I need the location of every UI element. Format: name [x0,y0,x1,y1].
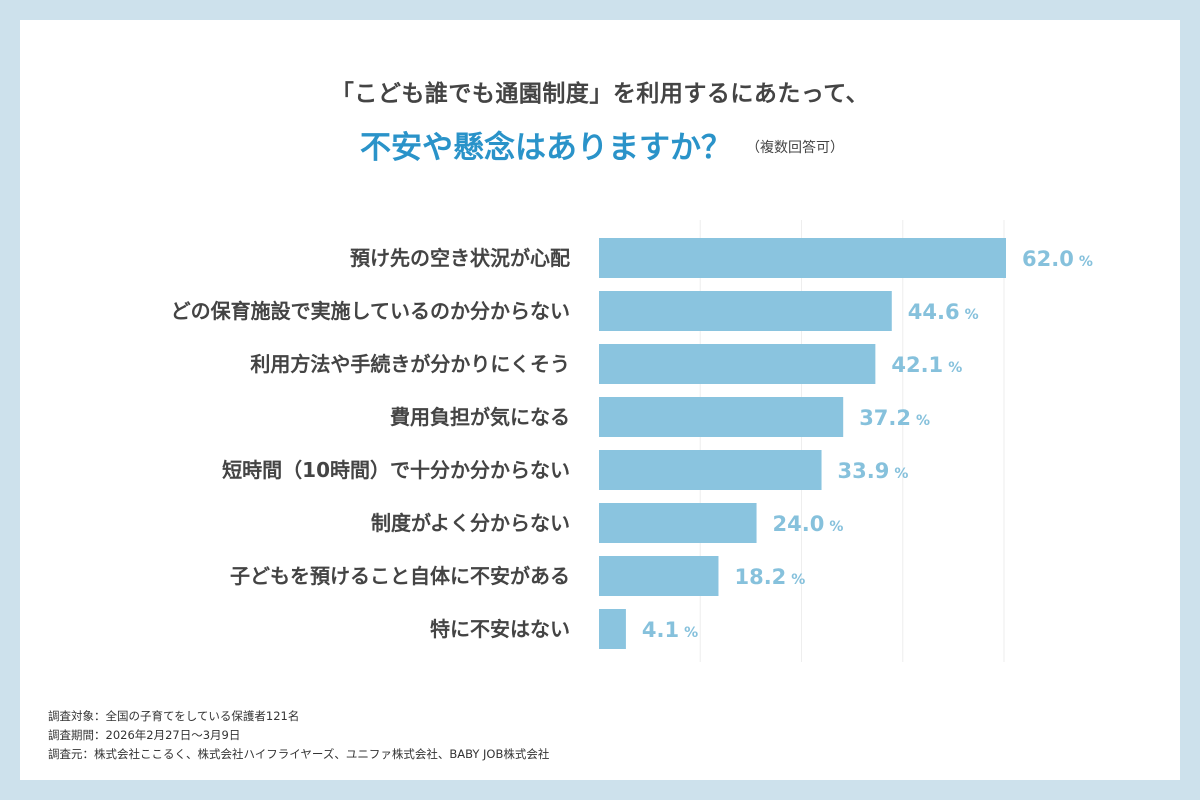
bar [599,609,626,649]
unit-label: % [916,413,930,429]
bar [599,450,822,490]
value-label: 44.6% [908,300,979,324]
unit-label: % [1079,254,1093,270]
bar [599,238,1006,278]
category-label: 預け先の空き状況が心配 [350,246,570,270]
bar [599,397,844,437]
chart-title-line2: 不安や懸念はありますか？ （複数回答可） [360,122,844,167]
unit-label: % [684,625,698,641]
value-label: 18.2% [734,565,805,589]
unit-label: % [791,572,805,588]
category-label: 制度がよく分からない [371,511,570,535]
category-label: 子どもを預けること自体に不安がある [230,564,570,588]
category-label: 費用負担が気になる [390,405,570,429]
value-label: 42.1% [891,353,962,377]
chart-title-line1: 「こども誰でも通園制度」を利用するにあたって、 [330,81,870,107]
survey-footer: 調査対象：全国の子育てをしている保護者121名 調査期間：2026年2月27日〜… [48,707,549,764]
bar [599,344,876,384]
value-label: 62.0% [1022,247,1093,271]
bar [599,556,719,596]
bar [599,503,757,543]
unit-label: % [894,466,908,482]
survey-period: 調査期間：2026年2月27日〜3月9日 [48,728,241,742]
survey-source: 調査元：株式会社ここるく、株式会社ハイフライヤーズ、ユニファ株式会社、BABY … [48,747,550,761]
unit-label: % [829,519,843,535]
survey-target: 調査対象：全国の子育てをしている保護者121名 [48,709,300,723]
value-label: 24.0% [773,512,844,536]
unit-label: % [965,307,979,323]
category-label: 利用方法や手続きが分かりにくそう [250,352,570,376]
bar [599,291,892,331]
value-label: 33.9% [838,459,909,483]
category-label: 短時間（10時間）で十分か分からない [222,458,570,482]
multiple-answer-note: （複数回答可） [746,140,844,156]
category-label: どの保育施設で実施しているのか分からない [171,299,570,323]
value-label: 4.1% [642,618,698,642]
category-label: 特に不安はない [430,617,570,641]
chart-title-question: 不安や懸念はありますか？ [360,130,732,166]
unit-label: % [948,360,962,376]
value-label: 37.2% [859,406,930,430]
